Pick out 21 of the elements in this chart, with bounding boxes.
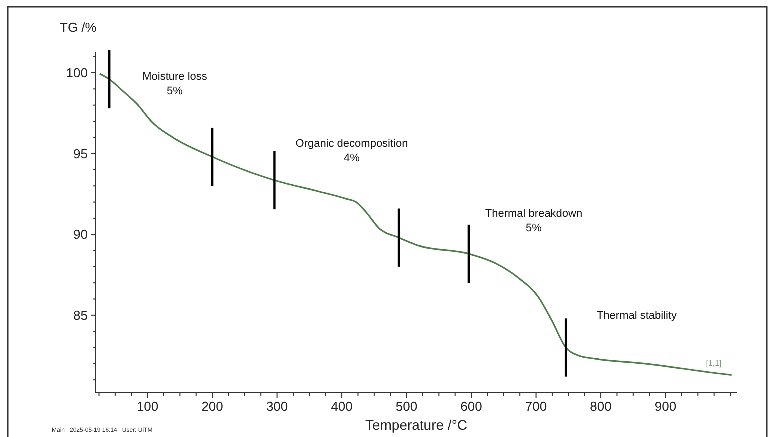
- x-tick-label: 900: [654, 399, 677, 414]
- y-tick-label: 85: [74, 308, 88, 323]
- y-axis-title: TG /%: [60, 20, 98, 35]
- annotation: Thermal breakdown 5%: [485, 208, 583, 234]
- x-tick-label: 400: [331, 399, 353, 414]
- annotation: Moisture loss 5%: [142, 71, 208, 98]
- y-tick-label: 100: [66, 66, 88, 81]
- x-tick-label: 300: [266, 399, 288, 414]
- x-tick-label: 100: [136, 399, 159, 414]
- x-tick-label: 700: [525, 399, 548, 414]
- y-tick-label: 95: [74, 146, 88, 162]
- x-tick-label: 200: [202, 399, 224, 414]
- y-tick-label: 90: [74, 227, 88, 242]
- annotation: Thermal stability: [596, 310, 678, 322]
- annotation: [1,1]: [706, 359, 722, 368]
- x-tick-label: 500: [396, 399, 418, 414]
- line-series: [99, 73, 733, 376]
- x-tick-label: 600: [460, 399, 482, 414]
- x-axis-title: Temperature /°C: [365, 417, 468, 433]
- x-tick-label: 800: [590, 399, 612, 414]
- annotation: Organic decomposition 4%: [296, 138, 408, 164]
